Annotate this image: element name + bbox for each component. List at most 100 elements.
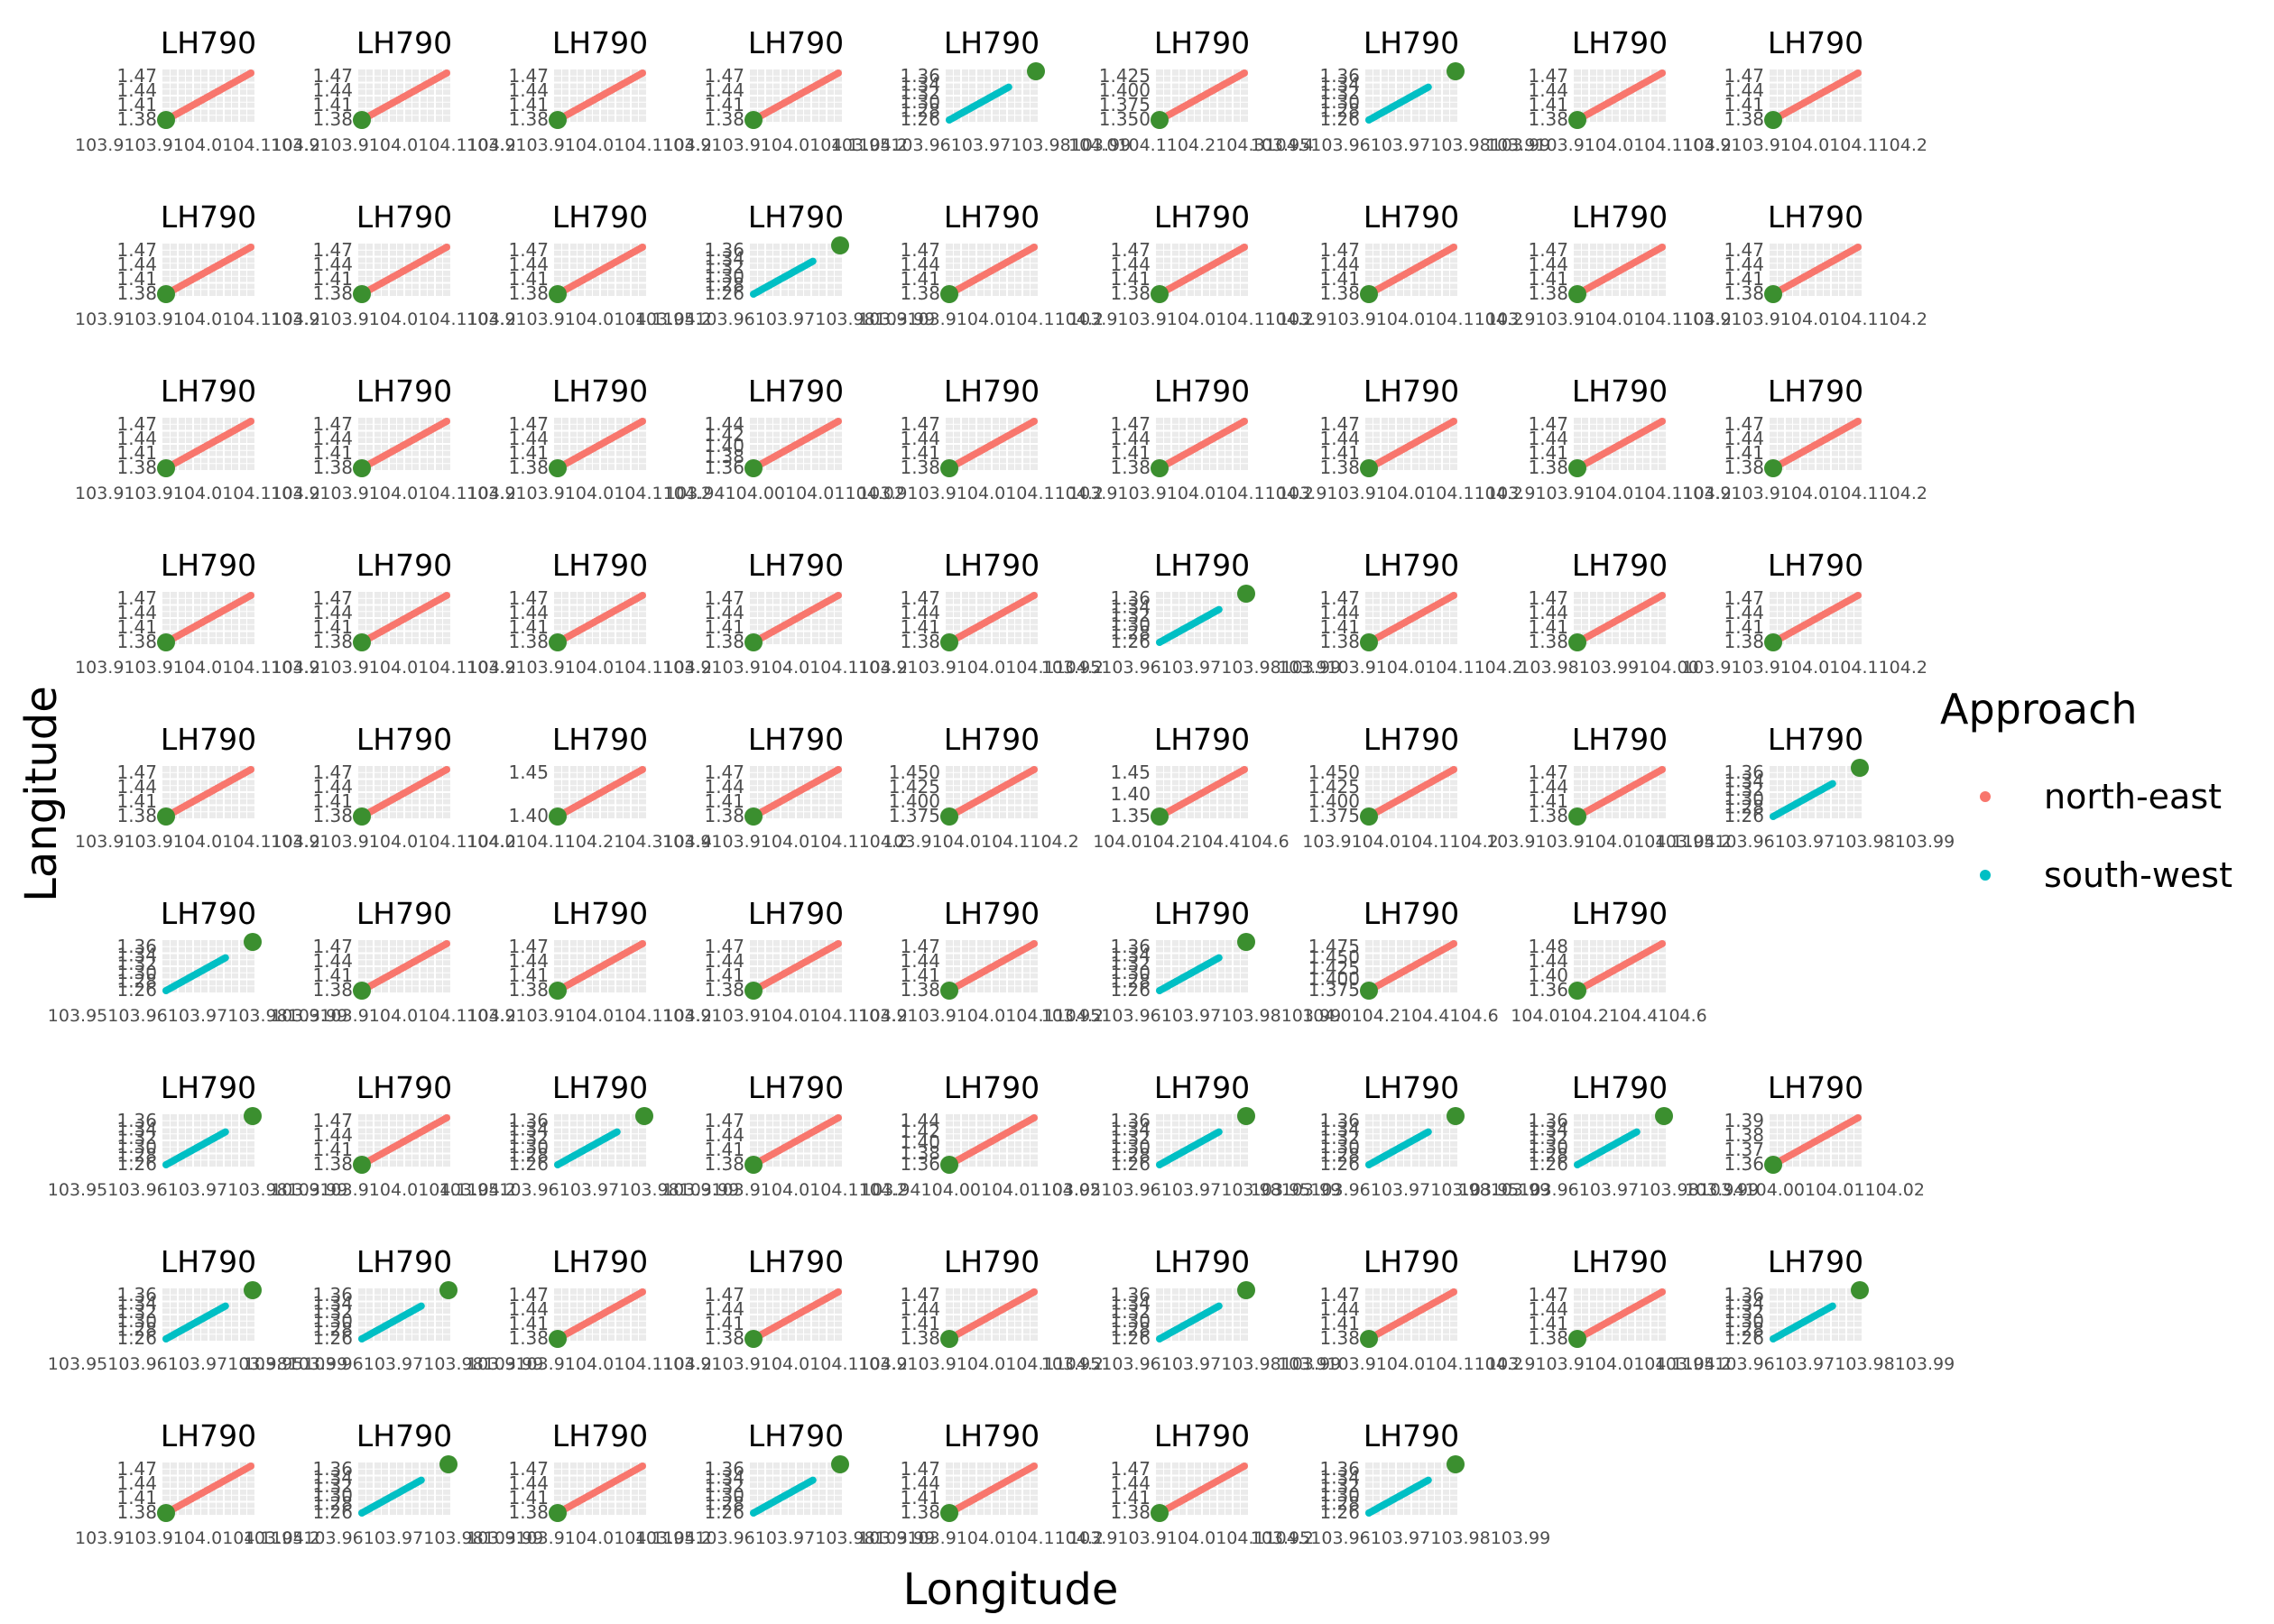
- x-tick-label: 103.9103.9104.0104.1104.2: [662, 135, 908, 155]
- y-tick-label: 1.26: [508, 1153, 549, 1175]
- x-tick-label: 103.9103.9104.0104.1104.2: [467, 135, 712, 155]
- panel-title: LH790: [161, 25, 256, 60]
- x-tick-label: 104.0104.2104.4104.6: [1093, 832, 1290, 852]
- airport-marker: [744, 1330, 763, 1348]
- x-tick-label: 103.9103.9104.0104.1104.2: [1682, 135, 1927, 155]
- facet-panel: LH7901.471.441.411.38103.9103.9104.0104.…: [1278, 199, 1523, 329]
- panel-title: LH790: [1572, 25, 1668, 60]
- airport-marker: [549, 111, 567, 129]
- y-tick-label: 1.41: [116, 268, 157, 290]
- airport-marker: [439, 1455, 458, 1473]
- y-tick-label: 1.26: [1319, 1153, 1360, 1175]
- y-tick-label: 1.38: [312, 282, 353, 304]
- panel-title: LH790: [1572, 374, 1668, 409]
- facet-panel: LH7901.471.441.411.38103.9103.9104.0104.…: [1278, 374, 1523, 503]
- y-tick-label: 1.38: [900, 1327, 940, 1349]
- y-tick-label: 1.41: [1724, 268, 1764, 290]
- y-tick-label: 1.32: [900, 82, 940, 104]
- data-point: [1424, 1128, 1432, 1136]
- y-tick-label: 1.47: [312, 239, 353, 261]
- y-tick-label: 1.44: [1528, 79, 1568, 101]
- y-tick-label: 1.44: [1528, 254, 1568, 275]
- y-tick-label: 1.44: [508, 428, 549, 449]
- y-tick-label: 1.30: [1319, 91, 1360, 113]
- y-tick-label: 1.44: [1528, 428, 1568, 449]
- panel-title: LH790: [356, 25, 452, 60]
- data-point: [1215, 1128, 1223, 1136]
- data-point: [247, 244, 254, 251]
- y-tick-label: 1.38: [508, 282, 549, 304]
- y-tick-label: 1.375: [889, 805, 940, 826]
- data-point: [247, 1463, 254, 1470]
- panel-title: LH790: [161, 548, 256, 583]
- facet-panel: LH7901.471.441.411.38103.9103.9104.0104.…: [1486, 199, 1732, 329]
- airport-marker: [1568, 285, 1586, 303]
- panel-title: LH790: [1154, 896, 1250, 931]
- data-point: [1854, 592, 1862, 599]
- airport-marker: [157, 633, 175, 651]
- data-point: [1854, 1114, 1862, 1121]
- x-tick-label: 103.9103.9104.0104.1104.2: [1682, 309, 1927, 329]
- y-tick-label: 1.36: [704, 239, 744, 261]
- facet-panel: LH7901.471.441.411.38103.9103.9104.0104.…: [1682, 199, 1927, 329]
- y-tick-label: 1.47: [1319, 239, 1360, 261]
- panel-title: LH790: [1154, 548, 1250, 583]
- data-point: [1659, 940, 1666, 947]
- facet-panel: LH7901.471.441.411.38103.9103.9104.0104.…: [1068, 374, 1314, 503]
- y-tick-label: 1.47: [116, 239, 157, 261]
- airport-marker: [353, 982, 371, 1000]
- y-tick-label: 1.38: [312, 108, 353, 130]
- panel-title: LH790: [161, 1070, 256, 1105]
- facet-panel: LH7901.471.441.411.38103.9103.9104.0104.…: [662, 25, 908, 155]
- facet-panel: LH7901.471.441.411.38103.9103.9104.0104.…: [858, 199, 1104, 329]
- data-point: [639, 244, 646, 251]
- x-tick-label: 103.9103.9104.0104.1104.2: [467, 309, 712, 329]
- panel-title: LH790: [552, 199, 648, 235]
- data-point: [1424, 83, 1432, 91]
- y-tick-label: 1.44: [116, 428, 157, 449]
- panel-title: LH790: [1768, 199, 1863, 235]
- y-tick-label: 1.47: [1724, 239, 1764, 261]
- x-tick-label: 103.95103.96103.97103.98103.99: [1041, 1006, 1341, 1026]
- airport-marker: [940, 807, 958, 826]
- airport-marker: [1764, 111, 1782, 129]
- facet-panel: LH7901.471.441.411.38103.9103.9104.0104.…: [662, 722, 908, 852]
- data-point: [443, 244, 450, 251]
- airport-marker: [353, 633, 371, 651]
- y-tick-label: 1.36: [900, 1153, 940, 1175]
- panel-title: LH790: [748, 722, 844, 757]
- y-tick-label: 1.41: [1724, 94, 1764, 115]
- facet-panel: LH7901.471.441.411.38103.9103.9104.0104.…: [1486, 374, 1732, 503]
- panel-title: LH790: [552, 374, 648, 409]
- y-tick-label: 1.38: [704, 979, 744, 1001]
- y-tick-label: 1.38: [1110, 457, 1151, 478]
- facet-panel: LH7901.471.441.411.38103.9103.9104.0104.…: [1682, 548, 1927, 678]
- panel-title: LH790: [161, 722, 256, 757]
- y-tick-label: 1.35: [1110, 805, 1151, 826]
- x-tick-label: 103.94104.00104.01104.02: [1685, 1180, 1925, 1200]
- airport-marker: [744, 633, 763, 651]
- data-point: [443, 940, 450, 947]
- y-tick-label: 1.375: [1308, 979, 1360, 1001]
- y-tick-label: 1.38: [508, 979, 549, 1001]
- y-tick-label: 1.41: [900, 268, 940, 290]
- data-point: [1659, 766, 1666, 773]
- y-tick-label: 1.44: [312, 254, 353, 275]
- airport-marker: [244, 1107, 262, 1125]
- x-tick-label: 103.95103.96103.97103.98103.99: [1655, 832, 1955, 852]
- y-tick-label: 1.26: [1724, 1327, 1764, 1349]
- y-tick-label: 1.41: [1528, 94, 1568, 115]
- panel-title: LH790: [552, 1070, 648, 1105]
- airport-marker: [1360, 807, 1378, 826]
- x-tick-label: 103.9103.9104.0104.1104.2: [1682, 484, 1927, 503]
- panel-title: LH790: [161, 1418, 256, 1453]
- data-point: [639, 69, 646, 77]
- airport-marker: [940, 285, 958, 303]
- panel-title: LH790: [944, 896, 1040, 931]
- data-point: [639, 592, 646, 599]
- panel-title: LH790: [748, 374, 844, 409]
- y-tick-label: 1.38: [1528, 108, 1568, 130]
- airport-marker: [353, 111, 371, 129]
- y-tick-label: 1.38: [312, 631, 353, 652]
